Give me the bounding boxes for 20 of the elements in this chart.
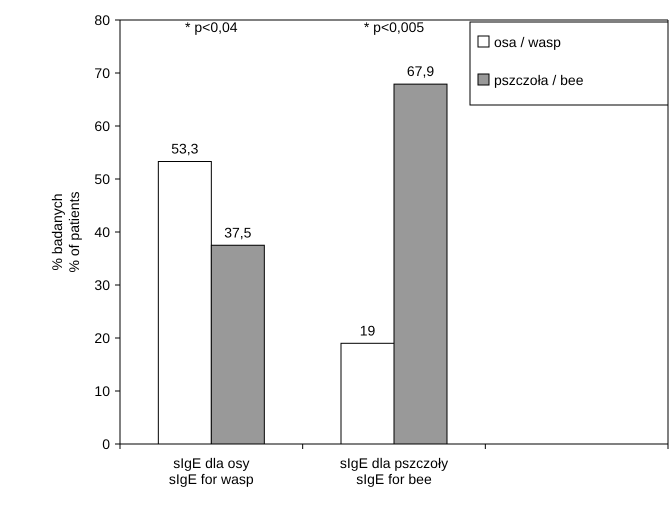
y-tick-label: 60 xyxy=(94,118,110,134)
x-tick-label: sIgE dla osy sIgE for wasp xyxy=(168,455,254,487)
legend-label: pszczoła / bee xyxy=(494,72,584,88)
data-label: 19 xyxy=(360,322,376,338)
data-label: 67,9 xyxy=(406,63,434,80)
data-label: 37,5 xyxy=(224,224,252,240)
annotation: * p<0,005 xyxy=(364,19,424,35)
annotation: * p<0,04 xyxy=(185,19,238,35)
data-label: 53,3 xyxy=(171,140,199,157)
y-tick-label: 10 xyxy=(94,382,110,399)
y-axis-title: % badanych % of patients xyxy=(49,192,82,272)
x-tick-label: sIgE dla pszczoły sIgE for bee xyxy=(340,455,448,487)
y-tick-label: 20 xyxy=(94,330,110,346)
y-tick-label: 80 xyxy=(94,12,110,28)
y-tick-label: 30 xyxy=(94,276,110,293)
y-tick-label: 40 xyxy=(94,224,110,240)
y-tick-label: 50 xyxy=(94,170,110,187)
legend-label: osa / wasp xyxy=(494,34,562,50)
y-tick-label: 70 xyxy=(94,64,110,81)
y-tick-label: 0 xyxy=(102,436,110,452)
